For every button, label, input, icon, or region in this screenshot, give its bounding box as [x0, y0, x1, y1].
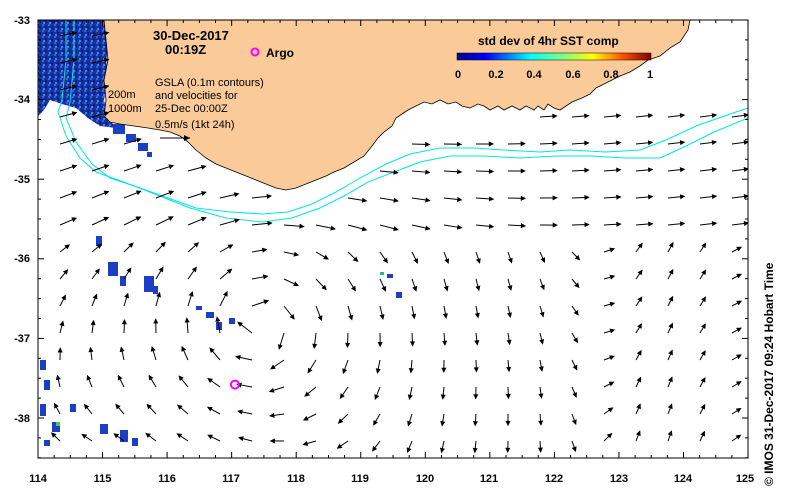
- gsla-line: GSLA (0.1m contours): [155, 77, 264, 89]
- x-tick-label: 121: [480, 473, 498, 485]
- velocity-arrows: [50, 30, 748, 454]
- y-tick-label: -35: [14, 174, 30, 186]
- gsla-line: 25-Dec 00:00Z: [155, 103, 228, 115]
- y-tick-label: -36: [14, 253, 30, 265]
- isobath-200m: [57, 20, 748, 215]
- colorbar-tick: 0.4: [526, 69, 542, 81]
- y-tick-label: -33: [14, 15, 30, 27]
- colorbar-title: std dev of 4hr SST comp: [478, 34, 619, 48]
- colorbar: std dev of 4hr SST comp 0 0.2 0.4 0.6 0.…: [455, 34, 653, 81]
- map-time: 00:19Z: [165, 42, 206, 57]
- colorbar-tick: 0: [455, 69, 461, 81]
- x-tick-label: 120: [416, 473, 434, 485]
- y-axis-labels: -33 -34 -35 -36 -37 -38: [14, 15, 31, 425]
- sst-scatter: [40, 124, 402, 446]
- gsla-line: 0.5m/s (1kt 24h): [155, 119, 234, 131]
- credit-text: © IMOS 31-Dec-2017 09:24 Hobart Time: [762, 262, 776, 486]
- x-tick-label: 124: [674, 473, 693, 485]
- land-australia: [103, 20, 691, 191]
- y-tick-label: -34: [14, 94, 31, 106]
- colorbar-tick: 0.2: [488, 69, 503, 81]
- x-tick-label: 123: [610, 473, 628, 485]
- argo-legend-label: Argo: [266, 46, 294, 60]
- colorbar-tick: 0.8: [603, 69, 618, 81]
- y-tick-label: -37: [14, 333, 30, 345]
- x-tick-label: 125: [736, 473, 754, 485]
- argo-legend-icon: [250, 47, 260, 57]
- y-tick-label: -38: [14, 413, 30, 425]
- velocity-scale-arrow: [160, 135, 190, 141]
- x-tick-label: 117: [222, 473, 240, 485]
- x-tick-label: 122: [545, 473, 563, 485]
- plot-area: [38, 20, 748, 454]
- argo-float-marker[interactable]: [229, 379, 240, 390]
- colorbar-tick: 1: [647, 69, 653, 81]
- colorbar-tick: 0.6: [565, 69, 580, 81]
- isobath-1000m: [65, 20, 748, 223]
- isobath-label-200m: 200m: [108, 89, 136, 101]
- x-tick-label: 119: [351, 473, 369, 485]
- isobath-label-1000m: 1000m: [108, 103, 142, 115]
- axis-ticks: [37, 19, 749, 459]
- x-tick-label: 116: [158, 473, 176, 485]
- x-tick-label: 114: [29, 473, 48, 485]
- gsla-line: and velocities for: [155, 90, 238, 102]
- x-tick-label: 118: [287, 473, 305, 485]
- x-tick-label: 115: [94, 473, 112, 485]
- sst-data-patch: [38, 20, 116, 128]
- x-axis-labels: 114 115 116 117 118 119 120 121 122 123 …: [29, 473, 754, 485]
- map-date: 30-Dec-2017: [153, 28, 229, 43]
